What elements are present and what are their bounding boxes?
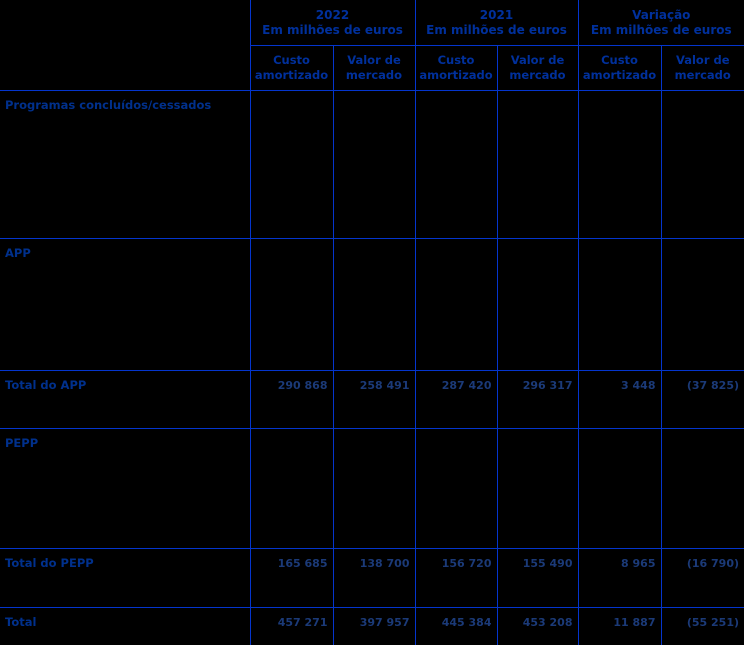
subcol-line1: Custo	[273, 52, 310, 67]
subcol-line1: Valor de	[675, 52, 730, 67]
subcol-line1: Custo	[437, 52, 475, 67]
value-cell	[414, 238, 497, 371]
year-group-title: Variação	[632, 8, 691, 23]
value-cell	[660, 428, 744, 549]
subcol-header-valor-2022: Valor de mercado	[332, 45, 415, 91]
value-cell	[332, 90, 415, 239]
value-cell	[496, 428, 578, 549]
table-row: PEPP	[0, 428, 744, 549]
value-cell: (55 251)	[660, 607, 744, 645]
value-cell: 445 384	[414, 607, 497, 645]
value-cell	[577, 90, 661, 239]
label-column-header	[0, 0, 250, 91]
subcol-line2: amortizado	[254, 67, 329, 82]
year-group-variacao: Variação Em milhões de euros	[577, 0, 744, 46]
value-cell	[332, 428, 415, 549]
value-cell: 165 685	[249, 548, 333, 608]
value-cell: 138 700	[332, 548, 415, 608]
subcol-line2: amortizado	[582, 67, 657, 82]
row-label: PEPP	[0, 428, 250, 549]
year-group-title: 2021	[479, 8, 514, 23]
value-cell: (37 825)	[660, 370, 744, 429]
subcol-line2: mercado	[509, 67, 566, 82]
subcol-line1: Valor de	[510, 52, 565, 67]
subcol-header-custo-variacao: Custo amortizado	[577, 45, 661, 91]
subcol-header-valor-2021: Valor de mercado	[496, 45, 578, 91]
year-group-unit: Em milhões de euros	[426, 23, 567, 38]
row-label: Total do PEPP	[0, 548, 250, 608]
value-cell: 11 887	[577, 607, 661, 645]
row-label: Total do APP	[0, 370, 250, 429]
value-cell: (16 790)	[660, 548, 744, 608]
value-cell	[414, 428, 497, 549]
subcol-line1: Valor de	[347, 52, 401, 67]
value-cell	[332, 238, 415, 371]
table-row-total-app: Total do APP 290 868 258 491 287 420 296…	[0, 370, 744, 429]
subcol-header-custo-2022: Custo amortizado	[249, 45, 333, 91]
value-cell: 155 490	[496, 548, 578, 608]
value-cell	[660, 238, 744, 371]
table-row: APP	[0, 238, 744, 371]
value-cell: 258 491	[332, 370, 415, 429]
value-cell: 287 420	[414, 370, 497, 429]
subcol-header-custo-2021: Custo amortizado	[414, 45, 497, 91]
value-cell	[577, 428, 661, 549]
value-cell: 8 965	[577, 548, 661, 608]
subcol-header-valor-variacao: Valor de mercado	[660, 45, 744, 91]
value-cell: 296 317	[496, 370, 578, 429]
row-label: APP	[0, 238, 250, 371]
value-cell: 290 868	[249, 370, 333, 429]
value-cell	[249, 428, 333, 549]
table-row-grand-total: Total 457 271 397 957 445 384 453 208 11…	[0, 607, 744, 645]
row-label: Total	[5, 614, 37, 629]
subcol-line2: mercado	[674, 67, 731, 82]
value-cell	[249, 90, 333, 239]
subcol-line2: amortizado	[419, 67, 493, 82]
year-group-unit: Em milhões de euros	[590, 23, 732, 38]
year-group-2021: 2021 Em milhões de euros	[414, 0, 578, 46]
table-row-total-pepp: Total do PEPP 165 685 138 700 156 720 15…	[0, 548, 744, 608]
value-cell: 397 957	[332, 607, 415, 645]
value-cell	[660, 90, 744, 239]
value-cell: 457 271	[249, 607, 333, 645]
value-cell: 3 448	[577, 370, 661, 429]
subcol-line2: mercado	[345, 67, 403, 82]
value-cell	[496, 238, 578, 371]
year-group-unit: Em milhões de euros	[262, 23, 403, 38]
value-cell: 453 208	[496, 607, 578, 645]
subcol-line1: Custo	[601, 52, 638, 67]
year-group-title: 2022	[315, 8, 350, 23]
value-cell	[249, 238, 333, 371]
header-group-row: 2022 Em milhões de euros 2021 Em milhões…	[0, 0, 744, 91]
year-group-2022: 2022 Em milhões de euros	[249, 0, 415, 46]
value-cell: 156 720	[414, 548, 497, 608]
table-row: Programas concluídos/cessados	[0, 90, 744, 239]
value-cell	[496, 90, 578, 239]
header-subcol-row: Custo amortizado Valor de mercado Custo …	[0, 45, 744, 91]
value-cell	[577, 238, 661, 371]
row-label: Programas concluídos/cessados	[0, 90, 250, 239]
value-cell	[414, 90, 497, 239]
